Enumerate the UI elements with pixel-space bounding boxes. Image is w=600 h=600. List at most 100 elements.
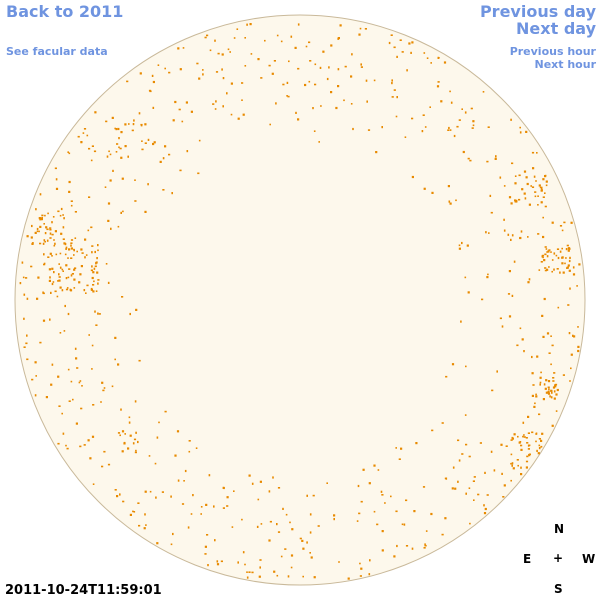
facular-spot — [153, 141, 156, 144]
facular-spot — [430, 62, 432, 64]
facular-spot — [236, 28, 239, 30]
facular-spot — [179, 68, 182, 71]
facular-spot — [74, 237, 77, 239]
facular-spot — [36, 297, 39, 300]
facular-spot — [547, 392, 551, 395]
facular-spot — [181, 120, 184, 123]
facular-spot — [87, 439, 90, 442]
facular-spot — [52, 281, 55, 283]
facular-spot — [86, 134, 89, 137]
next-hour-link[interactable]: Next hour — [534, 58, 597, 71]
facular-spot — [290, 554, 294, 557]
facular-spot — [302, 575, 304, 578]
facular-spot — [404, 136, 407, 138]
facular-spot — [523, 170, 527, 173]
facular-spot — [148, 89, 152, 92]
facular-spot — [114, 127, 116, 130]
facular-spot — [141, 148, 144, 151]
facular-spot — [41, 216, 43, 220]
facular-spot — [450, 101, 453, 104]
facular-spot — [337, 68, 340, 71]
facular-spot — [82, 132, 85, 134]
compass-center: + — [553, 551, 564, 565]
facular-spot — [540, 201, 543, 204]
facular-spot — [104, 186, 107, 188]
facular-spot — [393, 46, 396, 49]
back-to-year-link[interactable]: Back to 2011 — [6, 2, 124, 21]
facular-spot — [55, 253, 58, 256]
facular-spot — [94, 111, 97, 114]
facular-spot — [306, 541, 308, 544]
facular-spot — [68, 268, 71, 270]
facular-spot — [91, 276, 94, 280]
facular-spot — [137, 502, 140, 504]
facular-spot — [523, 350, 525, 353]
facular-spot — [540, 187, 543, 190]
see-facular-data-link[interactable]: See facular data — [6, 45, 108, 58]
facular-spot — [391, 82, 393, 85]
facular-spot — [481, 298, 484, 301]
facular-spot — [550, 363, 552, 366]
facular-spot — [503, 218, 505, 221]
facular-spot — [544, 269, 547, 272]
facular-spot — [121, 450, 124, 453]
facular-spot — [572, 266, 575, 269]
facular-spot — [381, 494, 384, 496]
facular-spot — [286, 95, 288, 97]
facular-spot — [369, 559, 371, 562]
facular-spot — [45, 226, 48, 229]
facular-spot — [94, 265, 97, 268]
facular-spot — [467, 157, 470, 160]
facular-spot — [209, 49, 212, 52]
facular-spot — [155, 496, 157, 499]
facular-spot — [535, 440, 537, 443]
facular-spot — [517, 464, 519, 467]
facular-spot — [490, 211, 493, 214]
facular-spot — [499, 176, 502, 179]
facular-spot — [88, 147, 91, 150]
facular-spot — [80, 141, 83, 144]
facular-spot — [65, 247, 67, 250]
facular-spot — [185, 101, 188, 104]
facular-spot — [103, 450, 106, 453]
next-day-link[interactable]: Next day — [516, 19, 596, 38]
facular-spot — [547, 380, 551, 383]
facular-spot — [95, 324, 98, 326]
facular-spot — [328, 66, 330, 69]
facular-spot — [46, 228, 49, 231]
facular-spot — [484, 507, 487, 511]
previous-hour-link[interactable]: Previous hour — [509, 45, 596, 58]
facular-spot — [80, 407, 83, 410]
facular-spot — [528, 278, 531, 281]
facular-spot — [423, 187, 426, 190]
previous-day-link[interactable]: Previous day — [479, 2, 596, 21]
facular-spot — [538, 413, 541, 416]
facular-spot — [79, 380, 82, 382]
facular-spot — [535, 180, 537, 182]
facular-spot — [57, 210, 60, 213]
facular-spot — [111, 116, 114, 119]
facular-spot — [147, 183, 149, 186]
facular-spot — [461, 241, 463, 245]
facular-spot — [430, 512, 433, 516]
facular-spot — [68, 248, 71, 251]
facular-spot — [43, 239, 46, 242]
facular-spot — [489, 194, 492, 197]
facular-spot — [448, 126, 450, 130]
facular-spot — [533, 175, 536, 178]
facular-spot — [572, 334, 574, 337]
facular-spot — [51, 255, 53, 257]
facular-spot — [237, 561, 239, 564]
facular-spot — [227, 48, 230, 51]
facular-spot — [505, 445, 508, 447]
facular-spot — [204, 545, 207, 548]
facular-spot — [540, 190, 543, 192]
facular-spot — [177, 479, 180, 482]
facular-spot — [514, 182, 517, 185]
facular-spot — [546, 255, 549, 258]
facular-spot — [119, 147, 122, 150]
facular-spot — [131, 129, 134, 132]
facular-spot — [70, 247, 73, 250]
facular-spot — [204, 36, 207, 39]
facular-spot — [93, 280, 95, 283]
